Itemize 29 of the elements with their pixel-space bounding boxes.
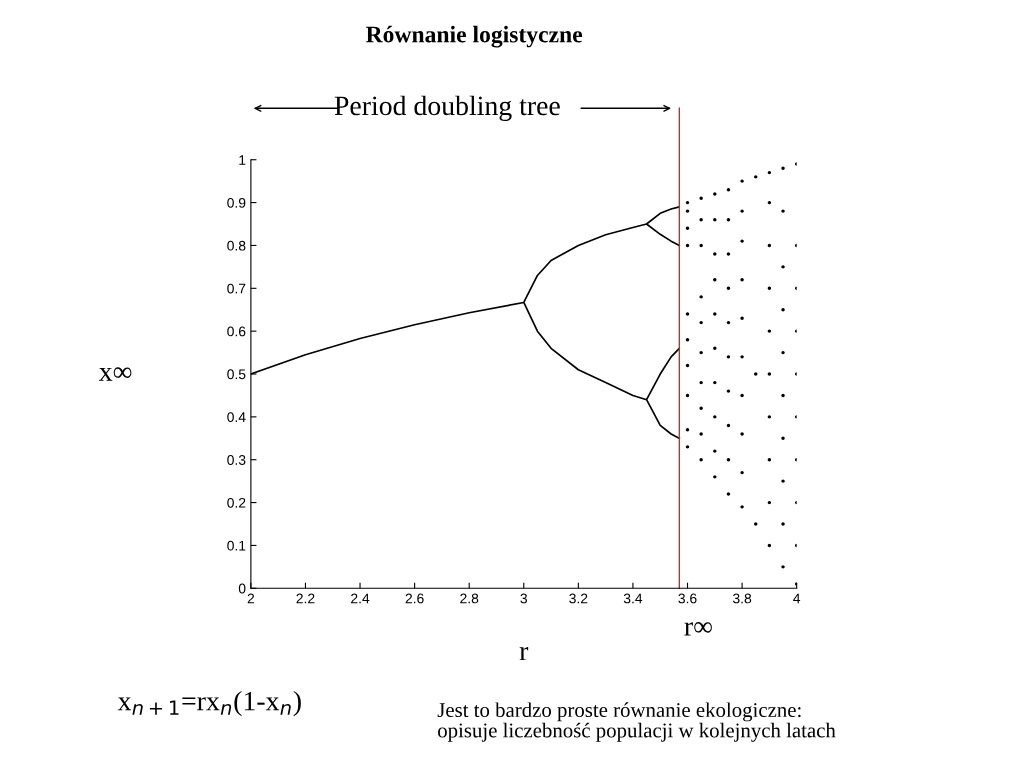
x-tick-label: 2.2: [296, 593, 315, 604]
x-tick-label: 3.8: [732, 593, 752, 604]
text: Period doubling tree: [334, 95, 560, 121]
x-axis-title: r: [519, 647, 529, 661]
y-tick-label: 0: [238, 583, 246, 594]
y-tick-label: 1: [239, 155, 246, 165]
y-axis-title: x∞: [99, 367, 132, 381]
x-tick-label: 2.6: [405, 593, 424, 604]
x-tick-label: 3.4: [623, 593, 643, 604]
chart-title: Równanie logistyczne: [365, 25, 583, 48]
x-tick-label: 2.4: [351, 593, 370, 604]
x-tick-label: 4: [793, 593, 801, 604]
x-tick-label: 2.8: [460, 593, 479, 604]
y-tick-label: 0.9: [227, 197, 246, 208]
text: x$_{n+1}$=rx$_{n}$(1-x$_{n}$): [117, 690, 301, 717]
x-tick-label: 3.6: [678, 593, 697, 604]
y-tick-label: 0.1: [227, 540, 246, 551]
y-tick-label: 0.6: [227, 326, 246, 337]
y-tick-label: 0.4: [227, 412, 246, 423]
y-tick-label: 0.2: [227, 497, 246, 508]
y-tick-label: 0.8: [227, 240, 246, 251]
y-tick-label: 0.3: [227, 455, 246, 465]
y-tick-label: 0.5: [227, 369, 246, 380]
y-tick-label: 0.7: [227, 283, 246, 294]
x-tick-label: 3.2: [569, 593, 588, 604]
x-tick-label: 2: [247, 593, 255, 604]
x-tick-label: 3: [520, 593, 528, 604]
text: Jest to bardzo proste równanie ekologiczne: opisuje liczebność populacji w kolejnych latach: [437, 702, 836, 742]
ref-line-label: r∞: [684, 622, 712, 636]
